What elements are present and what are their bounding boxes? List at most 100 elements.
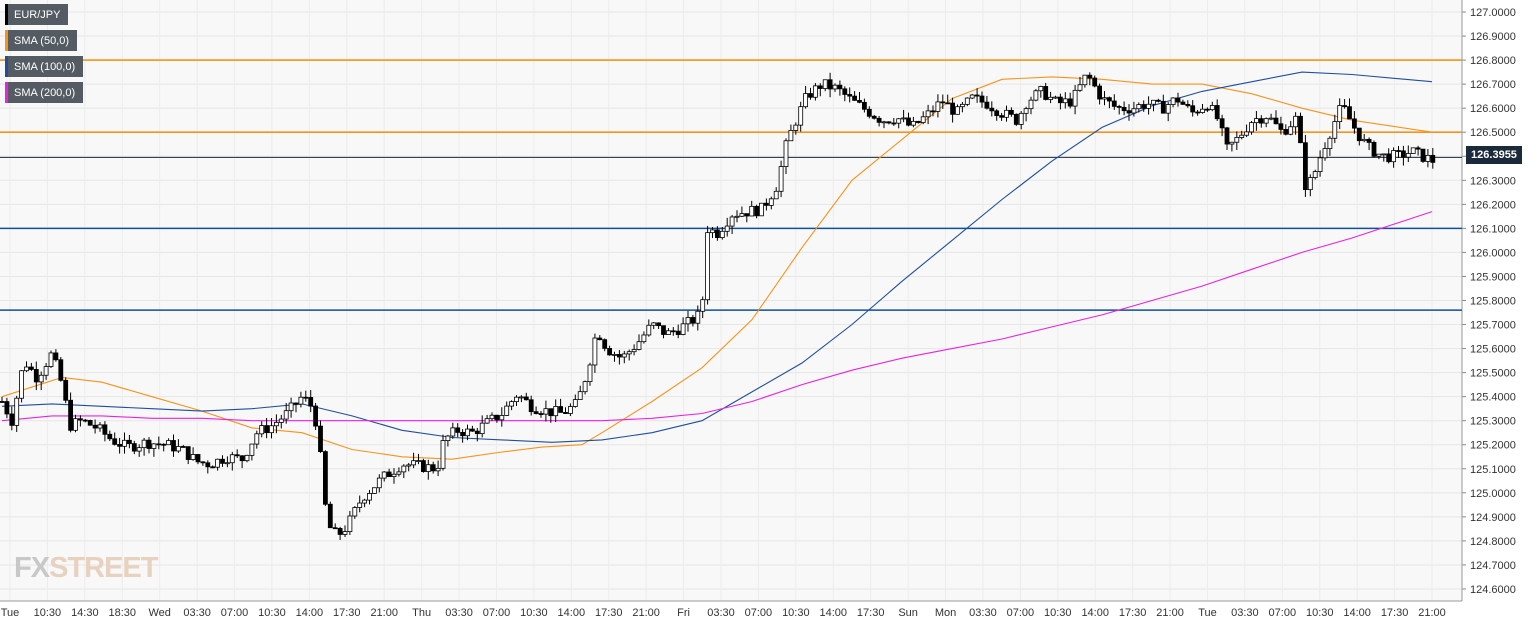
candle-down — [950, 102, 955, 115]
candle-up — [141, 439, 147, 449]
candle-up — [416, 460, 421, 462]
x-tick-label: 17:30 — [1381, 607, 1409, 619]
candle-down — [999, 115, 1004, 118]
candle-down — [1214, 105, 1220, 120]
candle-up — [14, 397, 20, 426]
y-tick-label: 126.1000 — [1470, 223, 1516, 235]
legend-item-sma50[interactable]: SMA (50,0) — [5, 30, 78, 51]
candle-down — [332, 527, 338, 530]
candle-down — [847, 94, 853, 97]
candle-down — [1415, 147, 1421, 150]
candle-up — [499, 415, 505, 421]
candle-up — [367, 493, 372, 501]
candle-up — [1102, 97, 1107, 100]
candle-up — [1229, 141, 1235, 145]
y-tick-label: 125.0000 — [1470, 488, 1516, 500]
candle-down — [1386, 153, 1392, 163]
candle-up — [215, 458, 221, 468]
y-tick-label: 126.0000 — [1470, 247, 1516, 259]
candle-down — [548, 408, 554, 417]
candle-down — [28, 366, 34, 370]
fxstreet-logo: FXSTREET — [14, 552, 158, 584]
candle-up — [249, 443, 255, 456]
y-tick-label: 125.3000 — [1470, 416, 1516, 428]
x-tick-label: 17:30 — [595, 607, 623, 619]
candle-up — [450, 427, 456, 437]
candle-up — [1151, 99, 1156, 105]
candle-down — [1185, 103, 1191, 107]
candle-up — [1165, 104, 1171, 114]
x-tick-label: 10:30 — [1044, 607, 1072, 619]
candle-down — [68, 399, 73, 431]
candle-up — [1048, 96, 1053, 100]
candle-down — [754, 205, 759, 217]
x-tick-label: 14:00 — [819, 607, 847, 619]
y-tick-label: 125.1000 — [1470, 464, 1516, 476]
legend-item-sma100[interactable]: SMA (100,0) — [5, 56, 84, 77]
x-tick-label: 21:00 — [632, 607, 660, 619]
candle-up — [175, 446, 181, 452]
candle-down — [817, 85, 823, 89]
candle-up — [621, 353, 627, 358]
candle-down — [455, 427, 461, 433]
y-tick-label: 126.2000 — [1470, 199, 1516, 211]
candle-down — [906, 117, 911, 126]
candle-up — [1293, 115, 1298, 128]
candle-up — [283, 410, 289, 420]
candle-up — [1038, 86, 1044, 92]
candle-down — [112, 438, 118, 445]
y-tick-label: 127.0000 — [1470, 7, 1516, 19]
legend-item-sma200[interactable]: SMA (200,0) — [5, 82, 84, 103]
candle-down — [675, 330, 681, 335]
candle-up — [788, 130, 794, 142]
candle-down — [82, 419, 88, 422]
candle-up — [254, 433, 260, 445]
candle-down — [293, 402, 299, 405]
candle-down — [327, 503, 333, 529]
x-tick-label: 07:00 — [483, 607, 511, 619]
candle-up — [347, 515, 353, 533]
candle-up — [935, 101, 941, 112]
candle-up — [700, 299, 706, 312]
candle-down — [1156, 99, 1161, 102]
candle-down — [744, 213, 750, 217]
y-tick-label: 125.4000 — [1470, 392, 1516, 404]
candle-up — [1200, 108, 1205, 113]
candle-up — [651, 322, 657, 326]
candle-down — [1058, 96, 1063, 104]
candle-down — [1303, 142, 1308, 191]
candle-up — [1209, 105, 1215, 111]
legend-label: SMA (100,0) — [14, 60, 76, 73]
candle-up — [710, 229, 715, 234]
candle-down — [1366, 138, 1372, 143]
candle-down — [146, 439, 152, 449]
candle-up — [798, 106, 804, 126]
candle-up — [509, 401, 515, 407]
y-tick-label: 124.8000 — [1470, 536, 1516, 548]
x-tick-label: 17:30 — [1119, 607, 1147, 619]
candle-up — [920, 116, 926, 123]
candle-down — [107, 433, 113, 440]
legend: EUR/JPY SMA (50,0) SMA (100,0) SMA (200,… — [5, 4, 84, 108]
candle-up — [955, 106, 960, 115]
candle-up — [259, 425, 265, 435]
candle-down — [852, 95, 857, 101]
legend-item-symbol[interactable]: EUR/JPY — [5, 4, 69, 25]
candle-up — [357, 502, 363, 508]
x-tick-label: 21:00 — [1156, 607, 1184, 619]
candle-up — [1268, 117, 1274, 120]
candle-down — [866, 108, 872, 117]
x-tick-label: Sun — [898, 607, 918, 619]
candle-down — [1190, 105, 1196, 113]
candle-down — [63, 379, 69, 401]
candle-up — [376, 477, 382, 489]
candle-down — [474, 430, 480, 435]
candle-down — [1352, 118, 1357, 129]
candle-down — [538, 413, 544, 415]
y-tick-label: 125.8000 — [1470, 296, 1516, 308]
candle-down — [1092, 77, 1098, 87]
candle-down — [337, 528, 343, 535]
candle-up — [396, 471, 402, 475]
candle-up — [729, 216, 735, 227]
